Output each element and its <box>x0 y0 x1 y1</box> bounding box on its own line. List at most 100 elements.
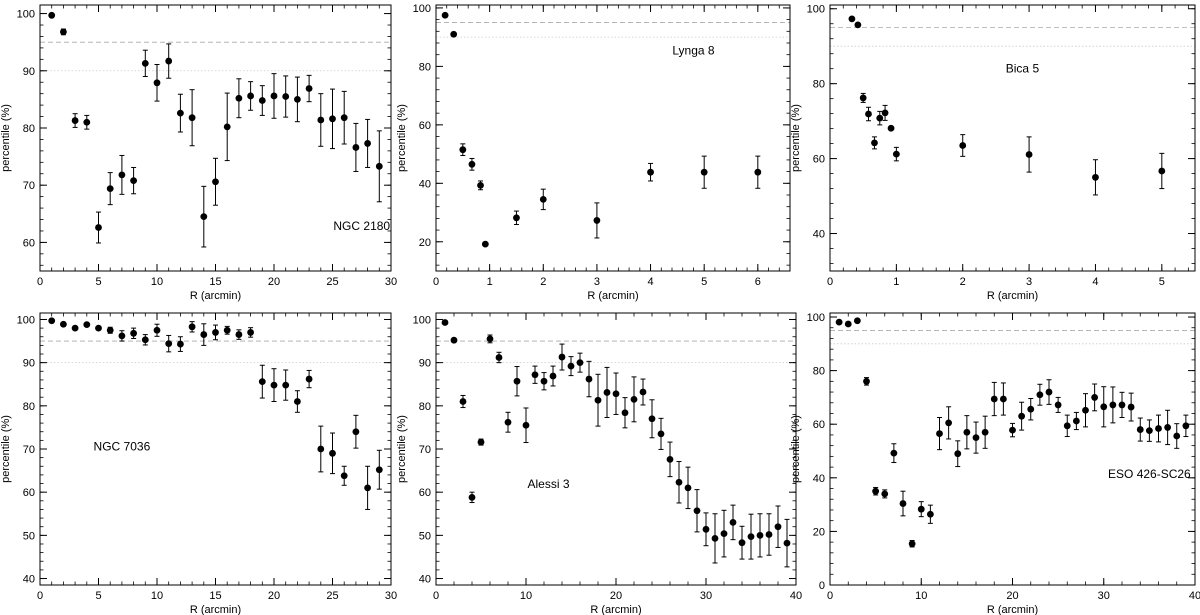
x-tick-label: 0 <box>827 276 833 288</box>
data-point <box>329 115 336 123</box>
y-tick-label: 100 <box>807 312 825 324</box>
data-point <box>118 171 126 179</box>
x-tick-label: 1 <box>893 276 899 288</box>
data-point <box>892 150 900 158</box>
y-tick-label: 80 <box>419 61 431 73</box>
data-point <box>558 353 566 361</box>
data-point <box>876 114 884 122</box>
data-point <box>340 114 348 122</box>
panel-label: NGC 2180 <box>333 219 390 233</box>
data-point <box>270 92 278 100</box>
data-point <box>621 409 629 417</box>
data-point <box>756 531 764 539</box>
data-point <box>1091 394 1099 401</box>
data-point <box>593 217 601 224</box>
x-tick-label: 25 <box>326 276 338 288</box>
y-tick-label: 60 <box>813 154 825 166</box>
data-point <box>859 94 867 102</box>
x-axis-title: R (arcmin) <box>190 604 241 615</box>
data-point <box>887 124 895 132</box>
data-point <box>835 318 843 326</box>
y-axis-title: percentile (%) <box>396 104 408 172</box>
data-point <box>200 213 208 221</box>
x-axis-title: R (arcmin) <box>590 604 641 615</box>
y-tick-label: 40 <box>813 229 825 241</box>
y-tick-label: 20 <box>419 237 431 249</box>
data-point <box>648 415 656 423</box>
data-point <box>130 329 138 337</box>
x-tick-label: 15 <box>209 276 221 288</box>
x-tick-label: 30 <box>700 590 712 602</box>
x-tick-label: 20 <box>1006 590 1018 602</box>
panel-label: Alessi 3 <box>527 477 569 491</box>
y-tick-label: 70 <box>23 180 35 192</box>
data-point <box>1054 401 1062 409</box>
y-tick-label: 0 <box>819 580 825 592</box>
data-point <box>294 398 301 405</box>
y-tick-label: 90 <box>419 358 431 370</box>
data-point <box>936 430 943 437</box>
data-point <box>106 185 114 193</box>
data-point <box>375 162 383 170</box>
data-point <box>235 331 243 338</box>
data-point <box>908 540 916 548</box>
data-point <box>141 336 149 344</box>
y-tick-label: 100 <box>807 4 825 16</box>
data-point <box>477 181 484 189</box>
data-point <box>188 323 196 331</box>
x-tick-label: 0 <box>37 590 43 602</box>
y-tick-label: 40 <box>419 178 431 190</box>
y-axis-title: percentile (%) <box>790 415 802 483</box>
x-tick-label: 25 <box>326 590 338 602</box>
data-point <box>375 466 383 474</box>
data-point <box>693 507 701 515</box>
y-tick-label: 80 <box>813 79 825 91</box>
chart-panel: 0 10 20 30 40 40 50 60 70 80 90 100 R (arcmin) percen… <box>396 312 802 615</box>
x-tick-label: 20 <box>610 590 622 602</box>
data-point <box>1164 424 1172 431</box>
data-point <box>522 421 530 429</box>
x-axis-title: R (arcmin) <box>190 290 241 302</box>
data-point <box>630 395 638 403</box>
data-point <box>945 419 953 427</box>
data-point <box>783 539 791 547</box>
data-point <box>223 123 231 131</box>
data-point <box>954 450 962 458</box>
data-point <box>765 531 773 538</box>
x-tick-label: 15 <box>209 590 221 602</box>
data-point <box>60 320 67 328</box>
data-point <box>881 490 889 498</box>
x-tick-label: 0 <box>37 276 43 288</box>
plot-frame <box>435 4 791 272</box>
x-tick-label: 2 <box>960 276 966 288</box>
x-tick-label: 4 <box>1092 276 1098 288</box>
data-point <box>747 533 755 541</box>
data-point <box>917 505 925 513</box>
data-point <box>774 523 782 531</box>
chart-panel: 0 5 10 15 20 25 30 60 70 80 90 100 R (arcmin) percent… <box>0 4 397 302</box>
data-point <box>702 525 710 533</box>
data-point <box>1045 388 1053 396</box>
data-point <box>223 326 231 334</box>
data-point <box>1136 426 1144 433</box>
data-point <box>83 321 91 329</box>
data-point <box>594 396 602 404</box>
data-point <box>576 359 584 367</box>
x-tick-label: 30 <box>385 590 397 602</box>
data-point <box>1158 167 1166 175</box>
data-point <box>282 93 290 100</box>
data-point <box>1072 417 1080 425</box>
y-tick-label: 70 <box>23 444 35 456</box>
y-tick-label: 100 <box>17 314 35 326</box>
data-point <box>1155 425 1162 432</box>
data-point <box>305 85 313 92</box>
y-tick-label: 60 <box>419 120 431 132</box>
y-tick-label: 80 <box>419 401 431 413</box>
data-point <box>1092 173 1099 181</box>
data-point <box>141 59 149 67</box>
data-point <box>1109 401 1117 409</box>
data-point <box>441 319 449 326</box>
data-point <box>130 177 138 185</box>
data-point <box>711 534 719 542</box>
